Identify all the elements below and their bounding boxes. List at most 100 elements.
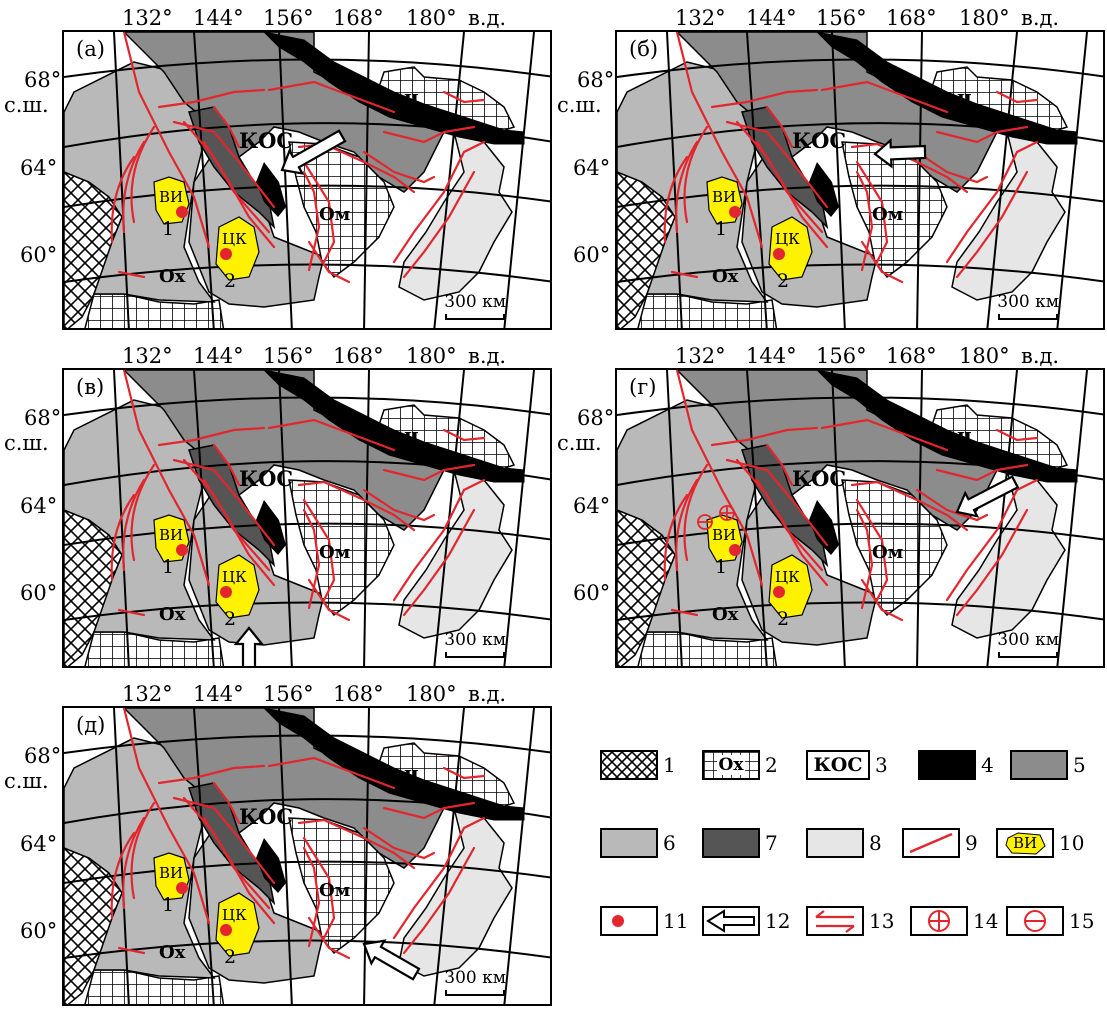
fault-line xyxy=(755,140,829,249)
scale-line xyxy=(445,990,506,996)
movement-arrow xyxy=(873,138,927,169)
fault-line xyxy=(955,170,1029,279)
lat-label: с.ш. xyxy=(557,93,602,117)
fault-lines xyxy=(110,708,486,960)
scale-line xyxy=(445,652,506,658)
graticule-line xyxy=(831,32,846,328)
lon-label: 180° xyxy=(959,344,1010,368)
charcoal-swatch xyxy=(702,828,760,858)
lat-label: 60° xyxy=(20,243,58,267)
fault-line xyxy=(122,816,146,910)
fault-line xyxy=(820,80,949,114)
fault-line xyxy=(130,463,156,562)
graticule-line xyxy=(193,32,215,328)
fault-line xyxy=(442,766,486,780)
lon-label: в.д. xyxy=(1021,344,1060,368)
panel-letter: (б) xyxy=(623,36,665,63)
lon-label: 156° xyxy=(816,6,867,30)
fault-line xyxy=(392,478,486,602)
fault-line xyxy=(212,105,241,149)
number-1: 1 xyxy=(162,218,174,240)
fault-line xyxy=(442,428,486,442)
fault-line xyxy=(850,480,969,532)
ch-label: ч xyxy=(957,423,972,447)
fault-lines xyxy=(663,370,1039,622)
fault-line xyxy=(267,418,396,452)
lon-label: 168° xyxy=(333,682,384,706)
omolon-block xyxy=(288,141,395,279)
pale-gray-swatch xyxy=(806,828,864,858)
fault-line xyxy=(122,32,211,249)
oh-label: Ох xyxy=(159,942,186,963)
legend-item: 15 xyxy=(1006,906,1094,936)
red-dot xyxy=(220,586,232,598)
graticule-line xyxy=(64,122,550,148)
panel-letter: (г) xyxy=(623,374,663,401)
legend-number: 5 xyxy=(1073,753,1086,777)
oh-label: Ох xyxy=(159,604,186,625)
fault-line xyxy=(765,105,794,149)
scale-bar: 300 км xyxy=(997,631,1059,658)
fault-line xyxy=(382,125,476,144)
fault-line xyxy=(995,428,1039,442)
legend-item: ВИ 10 xyxy=(996,828,1084,858)
legend-item: Ох 2 xyxy=(702,750,778,780)
fault-line xyxy=(267,80,396,114)
lon-label: 144° xyxy=(746,344,797,368)
fault-line xyxy=(302,170,321,272)
fault-line xyxy=(382,463,476,482)
lat-label: с.ш. xyxy=(4,769,49,793)
legend-item: 7 xyxy=(702,828,778,858)
lon-label: 132° xyxy=(675,344,726,368)
map-frame: ВИ ЦК 1 2 КОС Ом Ох ч (а) 300 км xyxy=(62,30,552,330)
omolon-block xyxy=(288,479,395,617)
legend-item: 6 xyxy=(600,828,676,858)
fault-line xyxy=(122,140,146,234)
minus-circle-icon xyxy=(1024,910,1046,932)
fault-line xyxy=(382,801,476,820)
fault-line xyxy=(110,493,136,582)
om-label: Ом xyxy=(319,880,351,901)
panel-letter: (в) xyxy=(70,374,111,401)
yellow-polygon-label: ВИ xyxy=(1012,834,1038,852)
eastern-terrane xyxy=(951,130,1066,301)
legend-item: 8 xyxy=(806,828,882,858)
legend-number: 15 xyxy=(1069,909,1095,933)
fault-line xyxy=(663,155,689,244)
black-fragment xyxy=(809,500,839,555)
fault-line xyxy=(212,443,241,487)
eastern-terrane xyxy=(951,468,1066,639)
fault-line xyxy=(122,370,211,587)
graticule-line xyxy=(746,370,768,666)
scale-bar: 300 км xyxy=(444,969,506,996)
ch-label: ч xyxy=(404,85,419,109)
fault-line xyxy=(820,418,949,452)
legend-item: 11 xyxy=(600,906,688,936)
red-dot xyxy=(220,924,232,936)
map-drawing: ВИ ЦК 1 2 КОС Ом Ох ч xyxy=(617,32,1103,328)
legend-number: 3 xyxy=(875,753,888,777)
scale-label: 300 км xyxy=(997,292,1059,313)
lon-label: в.д. xyxy=(468,682,507,706)
graticule-line xyxy=(363,32,370,328)
black-fragment xyxy=(256,500,286,555)
lat-label: 60° xyxy=(20,581,58,605)
graticule-line xyxy=(1056,32,1088,328)
fault-line xyxy=(663,493,689,582)
crosshatch-pattern xyxy=(602,752,656,778)
fault-line xyxy=(202,478,276,587)
map-frame: ВИ ЦК 1 2 КОС Ом Ох ч (д) 300 км xyxy=(62,706,552,1006)
grid-swatch: Ох xyxy=(702,750,760,780)
black-fragment xyxy=(256,162,286,217)
eastern-terrane xyxy=(398,806,513,977)
graticule-line xyxy=(617,122,1103,148)
number-2: 2 xyxy=(224,270,236,292)
scale-label: 300 км xyxy=(444,968,506,989)
fault-line xyxy=(935,463,1029,482)
number-2: 2 xyxy=(224,946,236,968)
plus-symbol xyxy=(719,505,735,521)
graticule-line xyxy=(193,370,215,666)
graticule-line xyxy=(916,370,923,666)
ck-label: ЦК xyxy=(222,230,247,248)
red-dot xyxy=(729,544,741,556)
